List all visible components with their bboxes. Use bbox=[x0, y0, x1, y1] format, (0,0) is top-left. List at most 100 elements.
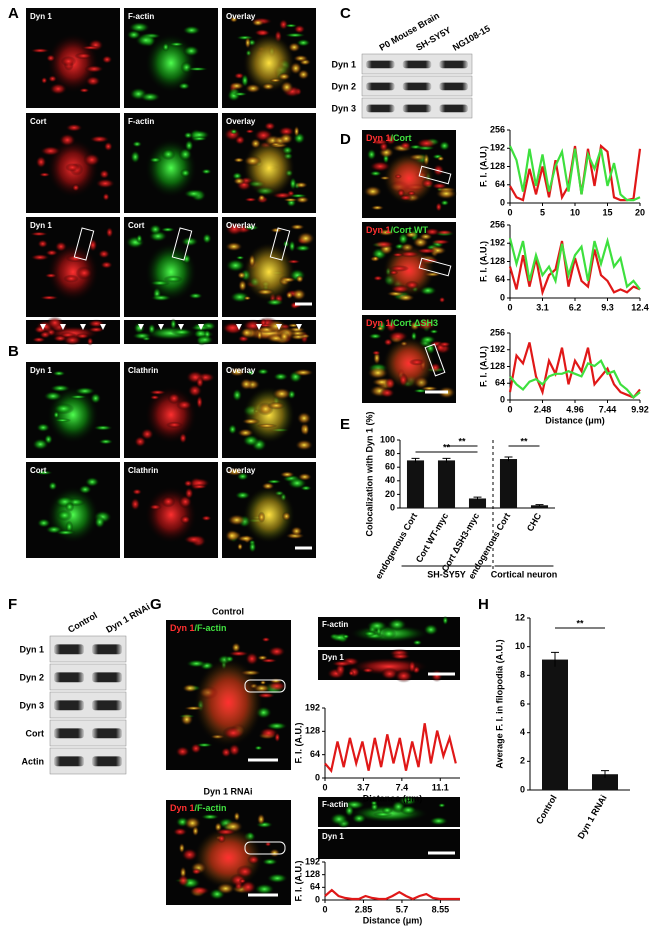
signal-spot bbox=[257, 194, 266, 202]
x-tick-label: 12.4 bbox=[631, 302, 649, 312]
signal-spot bbox=[49, 384, 71, 393]
signal-spot bbox=[236, 865, 254, 879]
signal-spot bbox=[372, 240, 395, 249]
profile-line bbox=[508, 236, 641, 291]
image-label: Overlay bbox=[226, 117, 256, 126]
signal-spot bbox=[54, 418, 72, 423]
blot-row-label: Dyn 2 bbox=[331, 81, 356, 91]
signal-spot bbox=[256, 368, 270, 376]
arrowhead bbox=[60, 324, 66, 330]
signal-spot bbox=[366, 148, 377, 161]
image-label-green: /Cort WT bbox=[391, 225, 429, 235]
signal-spot bbox=[282, 197, 299, 202]
signal-spot bbox=[80, 45, 101, 50]
x-tick-label: 3.7 bbox=[357, 782, 370, 792]
signal-spot bbox=[254, 883, 275, 895]
signal-spot bbox=[30, 48, 51, 54]
signal-spot bbox=[267, 401, 286, 410]
signal-spot bbox=[260, 658, 278, 663]
signal-spot bbox=[228, 423, 238, 435]
arrowhead bbox=[236, 324, 242, 330]
signal-spot bbox=[273, 372, 289, 381]
x-tick-label: 0 bbox=[507, 404, 512, 414]
signal-spot bbox=[184, 139, 194, 152]
signal-spot bbox=[241, 417, 261, 425]
signal-spot bbox=[370, 205, 385, 211]
signal-spot bbox=[56, 509, 73, 522]
bar bbox=[406, 460, 425, 508]
signal-spot bbox=[53, 410, 60, 419]
signal-spot bbox=[233, 811, 241, 822]
signal-spot bbox=[201, 515, 212, 522]
signal-spot bbox=[160, 227, 176, 233]
signal-spot bbox=[147, 323, 156, 335]
profile-line bbox=[508, 145, 641, 202]
signal-spot bbox=[398, 795, 418, 806]
y-tick-label: 4 bbox=[520, 727, 525, 737]
signal-spot bbox=[384, 377, 396, 390]
roi-box bbox=[73, 227, 95, 261]
signal-spot bbox=[182, 45, 200, 57]
y-tick-label: 192 bbox=[490, 344, 505, 354]
signal-spot bbox=[267, 645, 286, 658]
panel-label: G bbox=[150, 596, 162, 613]
bar bbox=[499, 459, 518, 508]
panel-label: F bbox=[8, 596, 17, 613]
signal-spot bbox=[63, 274, 79, 283]
x-tick-label: 10 bbox=[570, 207, 580, 217]
x-tick-label: CHC bbox=[525, 511, 544, 533]
x-axis-label: Distance (μm) bbox=[545, 415, 605, 425]
signal-spot bbox=[429, 362, 442, 373]
y-tick-label: 20 bbox=[385, 489, 395, 499]
signal-spot bbox=[258, 727, 279, 739]
y-tick-label: 256 bbox=[490, 219, 505, 229]
signal-spot bbox=[95, 178, 116, 189]
x-tick-label: 0 bbox=[322, 782, 327, 792]
signal-spot bbox=[166, 421, 183, 429]
signal-spot bbox=[436, 156, 445, 162]
x-tick-label: endogenous Cort bbox=[373, 511, 419, 581]
signal-spot bbox=[232, 91, 248, 97]
significance-label: ** bbox=[443, 442, 451, 452]
signal-spot bbox=[261, 636, 271, 643]
x-tick-label: Control bbox=[534, 793, 559, 826]
x-axis-label: Distance (μm) bbox=[363, 793, 423, 803]
signal-spot bbox=[46, 54, 56, 63]
signal-spot bbox=[399, 250, 420, 258]
signal-spot bbox=[420, 385, 439, 391]
error-bar bbox=[504, 456, 513, 462]
signal-spot bbox=[399, 141, 412, 150]
profile-line bbox=[509, 358, 641, 399]
signal-spot bbox=[97, 249, 111, 259]
x-tick-label: Dyn 1 RNAi bbox=[576, 793, 609, 840]
x-tick-label: 8.55 bbox=[432, 904, 450, 914]
signal-spot bbox=[222, 725, 245, 740]
x-tick-label: 2.85 bbox=[355, 904, 373, 914]
signal-spot bbox=[85, 75, 101, 87]
signal-spot bbox=[407, 190, 416, 196]
signal-spot bbox=[408, 660, 417, 674]
roi-box bbox=[424, 343, 446, 377]
blot-band bbox=[439, 82, 468, 91]
image-label-green: /Cort bbox=[391, 133, 412, 143]
arrowhead bbox=[198, 324, 204, 330]
signal-spot bbox=[288, 240, 296, 253]
x-tick-label: 11.1 bbox=[432, 782, 449, 792]
roi-box bbox=[244, 679, 286, 693]
y-tick-label: 64 bbox=[495, 179, 505, 189]
image-label: Dyn 1/F-actin bbox=[170, 623, 227, 633]
x-tick-label: 4.96 bbox=[566, 404, 584, 414]
group-label: SH-SY5Y bbox=[427, 569, 466, 579]
profile-line bbox=[509, 143, 642, 202]
signal-spot bbox=[431, 182, 448, 190]
signal-spot bbox=[180, 712, 194, 726]
signal-spot bbox=[87, 319, 105, 328]
signal-spot bbox=[394, 669, 414, 683]
signal-spot bbox=[163, 275, 183, 283]
blot-column-label: NG108-15 bbox=[451, 23, 492, 52]
signal-spot bbox=[329, 812, 349, 826]
signal-spot bbox=[429, 329, 439, 334]
strip-label: F-actin bbox=[322, 620, 348, 629]
signal-spot bbox=[367, 366, 389, 380]
signal-spot bbox=[423, 227, 441, 236]
